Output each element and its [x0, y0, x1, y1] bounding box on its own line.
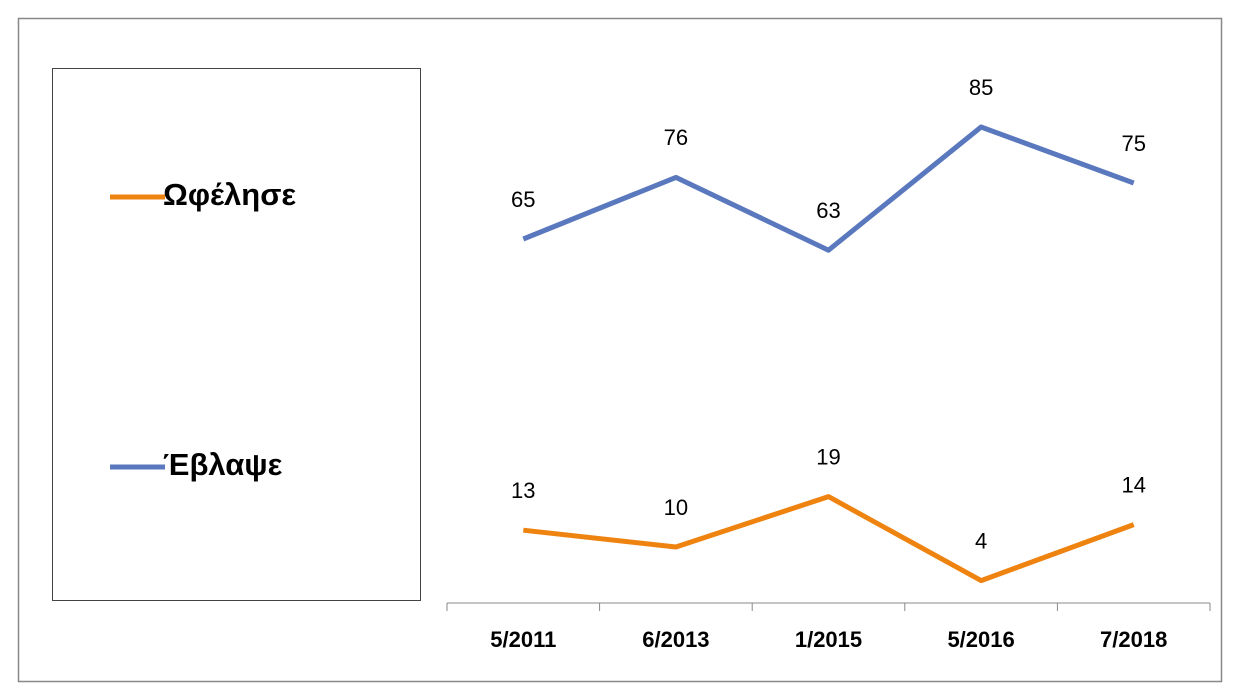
- legend-label: Έβλαψε: [163, 447, 283, 482]
- line-series: [523, 494, 1135, 584]
- data-label: 65: [511, 187, 535, 212]
- data-label: 63: [816, 198, 840, 223]
- legend-label: Ωφέλησε: [163, 177, 296, 212]
- line-series: [522, 124, 1135, 253]
- data-label: 76: [664, 125, 688, 150]
- x-tick-label: 6/2013: [642, 627, 709, 652]
- data-label: 14: [1121, 472, 1145, 497]
- data-label: 13: [511, 478, 535, 503]
- legend-box: [52, 68, 421, 601]
- x-tick-label: 5/2016: [947, 627, 1014, 652]
- x-tick-label: 1/2015: [795, 627, 862, 652]
- x-tick-label: 7/2018: [1100, 627, 1167, 652]
- data-label: 4: [975, 528, 987, 553]
- data-label: 75: [1121, 131, 1145, 156]
- data-label: 85: [969, 75, 993, 100]
- data-label: 10: [664, 495, 688, 520]
- data-label: 19: [816, 444, 840, 469]
- x-tick-label: 5/2011: [490, 627, 556, 652]
